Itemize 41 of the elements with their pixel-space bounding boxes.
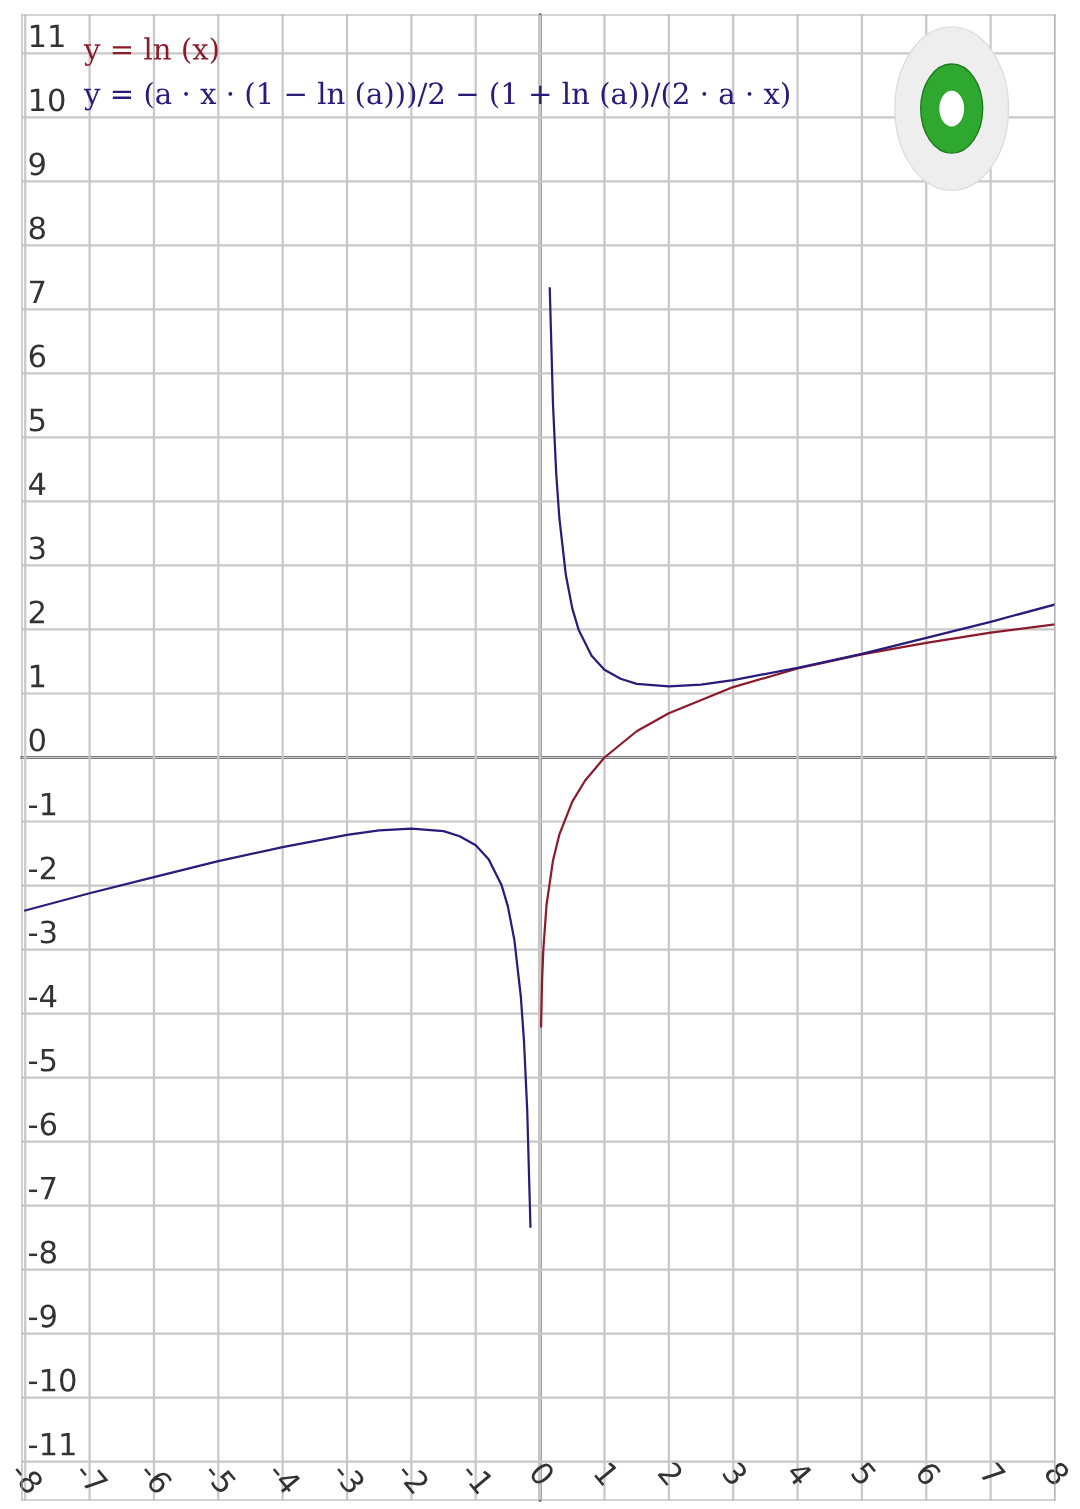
y-tick-label: -7 bbox=[29, 1176, 56, 1200]
y-tick-label: -6 bbox=[29, 1112, 57, 1136]
x-tick-label: -6 bbox=[138, 1459, 174, 1496]
y-tick-label: 7 bbox=[30, 280, 45, 304]
x-tick-label: 3 bbox=[721, 1460, 749, 1487]
y-tick-label: 6 bbox=[29, 344, 46, 368]
x-tick-label: -4 bbox=[267, 1460, 302, 1496]
y-tick-label: 8 bbox=[29, 216, 45, 240]
x-tick-label: 1 bbox=[593, 1461, 620, 1486]
x-tick-label: 8 bbox=[1043, 1460, 1071, 1487]
y-tick-label: -4 bbox=[29, 984, 57, 1008]
y-tick-label: -2 bbox=[29, 856, 55, 880]
y-tick-label: 9 bbox=[29, 152, 45, 176]
y-tick-label: -1 bbox=[29, 792, 56, 816]
x-tick-label: -1 bbox=[460, 1460, 495, 1495]
x-tick-label: -3 bbox=[331, 1459, 367, 1495]
text: y = ln (x) bbox=[83, 37, 218, 66]
x-tick-label: 5 bbox=[850, 1460, 878, 1487]
y-tick-label: 4 bbox=[29, 472, 46, 496]
y-tick-label: -10 bbox=[29, 1368, 76, 1392]
y-tick-label: 11 bbox=[30, 24, 64, 48]
y-tick-label: -5 bbox=[29, 1048, 56, 1072]
y-tick-label: 3 bbox=[29, 536, 45, 560]
x-tick-label: -7 bbox=[74, 1460, 109, 1495]
x-tick-label: 7 bbox=[979, 1460, 1006, 1487]
text: y = (a · x · (1 − ln (a)))/2 − (1 + ln (a))/(2 · a · x) bbox=[83, 81, 789, 111]
y-tick-label: 1 bbox=[30, 664, 45, 688]
y-tick-label: 5 bbox=[29, 408, 45, 432]
x-tick-label: 6 bbox=[914, 1460, 943, 1487]
y-tick-label: -11 bbox=[29, 1432, 75, 1456]
x-tick-label: 2 bbox=[657, 1460, 685, 1486]
y-tick-label: 2 bbox=[29, 600, 44, 624]
y-tick-label: -9 bbox=[29, 1304, 56, 1328]
y-tick-label: 10 bbox=[30, 88, 65, 112]
x-tick-label: 0 bbox=[528, 1460, 556, 1487]
x-tick-label: 4 bbox=[785, 1460, 814, 1487]
x-tick-label: -2 bbox=[396, 1459, 431, 1495]
y-tick-label: -8 bbox=[29, 1240, 56, 1264]
y-tick-label: 0 bbox=[29, 728, 45, 752]
x-tick-label: -5 bbox=[202, 1460, 237, 1495]
y-tick-label: -3 bbox=[29, 920, 56, 944]
